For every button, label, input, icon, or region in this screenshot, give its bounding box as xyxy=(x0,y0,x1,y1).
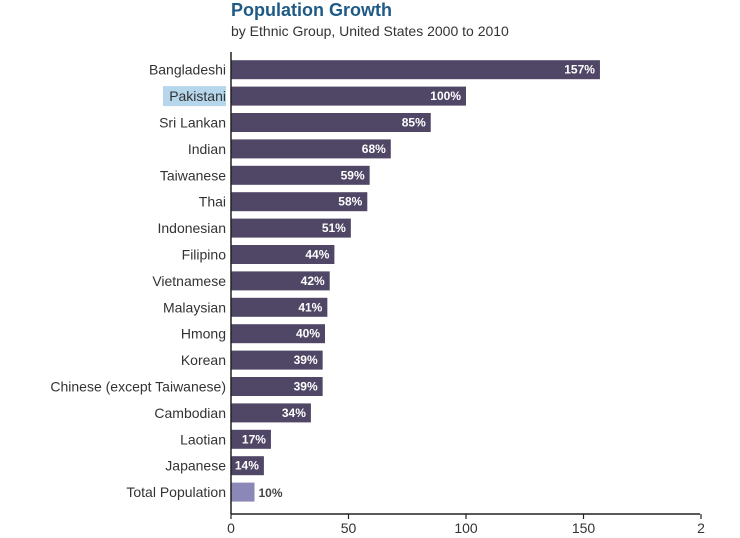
data-label: 34% xyxy=(282,406,306,420)
bar xyxy=(231,165,370,185)
category-label: Sri Lankan xyxy=(159,115,226,131)
bar xyxy=(231,403,311,423)
data-label: 42% xyxy=(301,274,325,288)
category-label: Korean xyxy=(181,352,226,368)
chart-subtitle: by Ethnic Group, United States 2000 to 2… xyxy=(231,23,509,39)
category-label: Taiwanese xyxy=(160,167,226,183)
bar xyxy=(231,324,325,344)
data-label: 39% xyxy=(294,353,318,367)
data-label: 10% xyxy=(259,486,283,500)
data-label: 85% xyxy=(402,116,426,130)
bar xyxy=(231,456,264,476)
data-label: 68% xyxy=(362,142,386,156)
category-highlight xyxy=(163,86,226,107)
x-tick-label: 2 xyxy=(697,520,705,536)
bar xyxy=(231,429,271,449)
category-label: Filipino xyxy=(182,247,227,263)
bar xyxy=(231,113,431,132)
data-label: 58% xyxy=(338,195,362,209)
data-label: 14% xyxy=(235,459,259,473)
category-label: Vietnamese xyxy=(152,273,226,289)
bar xyxy=(231,377,323,396)
data-label: 39% xyxy=(294,380,318,394)
category-label: Thai xyxy=(199,194,226,210)
category-label: Pakistani xyxy=(169,88,226,104)
bar xyxy=(231,192,368,212)
category-label: Indian xyxy=(188,141,226,157)
chart-title: Population Growth xyxy=(231,0,392,20)
x-tick-label: 100 xyxy=(454,520,478,536)
category-label: Total Population xyxy=(126,484,226,500)
data-label: 157% xyxy=(564,63,595,77)
data-label: 59% xyxy=(341,168,365,182)
x-tick-label: 150 xyxy=(572,520,596,536)
category-label: Cambodian xyxy=(154,405,226,421)
data-label: 17% xyxy=(242,432,266,446)
category-label: Japanese xyxy=(165,458,226,474)
bar xyxy=(231,218,351,238)
category-label: Indonesian xyxy=(157,220,226,236)
data-label: 51% xyxy=(322,221,346,235)
x-tick-label: 0 xyxy=(227,520,235,536)
category-label: Bangladeshi xyxy=(149,62,226,78)
x-tick-label: 50 xyxy=(341,520,357,536)
bar xyxy=(231,297,328,317)
bar xyxy=(231,139,391,159)
bar xyxy=(231,482,255,502)
data-label: 41% xyxy=(298,300,322,314)
category-label: Chinese (except Taiwanese) xyxy=(50,379,226,395)
bar xyxy=(231,86,466,106)
bar xyxy=(231,271,330,291)
category-label: Malaysian xyxy=(163,299,226,315)
data-label: 44% xyxy=(305,248,329,262)
bar xyxy=(231,245,335,264)
category-label: Hmong xyxy=(181,326,226,342)
bar xyxy=(231,350,323,370)
bar xyxy=(231,60,600,80)
data-label: 40% xyxy=(296,327,320,341)
category-label: Laotian xyxy=(180,431,226,447)
data-label: 100% xyxy=(430,89,461,103)
